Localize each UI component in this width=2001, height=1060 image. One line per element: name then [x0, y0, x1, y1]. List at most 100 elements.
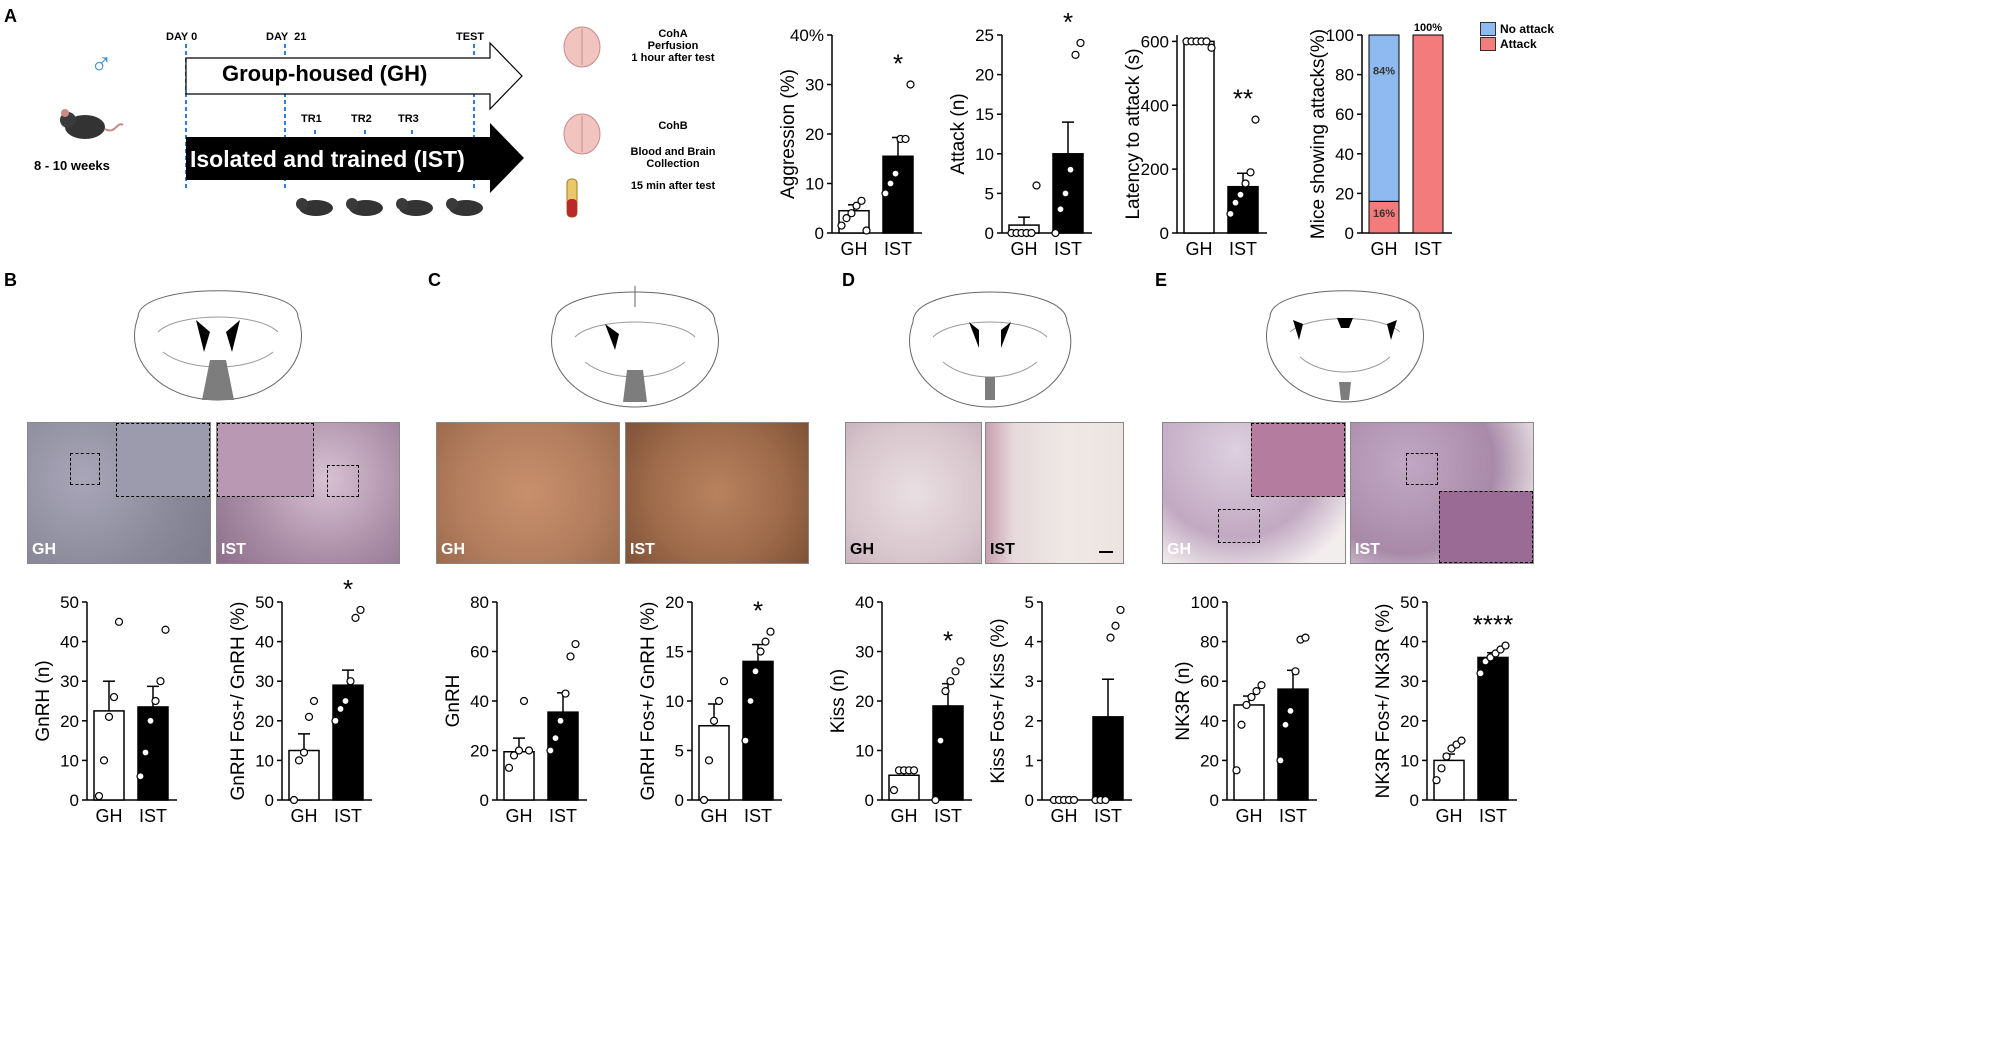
- y-tick-label: 5: [1025, 593, 1034, 612]
- y-tick-label: 80: [470, 593, 489, 612]
- bar-data-label: 100%: [1414, 22, 1442, 34]
- legend-item-attack: Attack: [1480, 37, 1554, 51]
- data-point: [514, 746, 524, 755]
- coha-text: CohA Perfusion 1 hour after test: [608, 28, 738, 64]
- significance-marker: **: [1233, 84, 1253, 114]
- bar-ist: [1477, 656, 1509, 801]
- x-tick-label: IST: [744, 806, 772, 826]
- data-point: [746, 696, 755, 706]
- cohb-line2: Collection: [646, 158, 700, 170]
- y-tick-label: 20: [975, 66, 994, 85]
- data-point: [1251, 115, 1260, 124]
- chart-d-kiss: Kiss (n) 0 10 20 30 40 GH IST *: [828, 593, 972, 826]
- data-point: [1437, 764, 1446, 773]
- data-point: [1247, 692, 1256, 702]
- x-tick-label: IST: [1479, 806, 1507, 826]
- data-point: [709, 716, 719, 725]
- brain-atlas-e: [1266, 290, 1424, 403]
- x-tick-label: GH: [1236, 806, 1263, 826]
- micrograph-b-gh: GH: [27, 422, 211, 564]
- y-tick-label: 200: [1141, 160, 1169, 179]
- panel-letter-a: A: [4, 6, 17, 26]
- y-tick-label: 20: [855, 692, 874, 711]
- data-point: [1116, 605, 1125, 615]
- y-tick-label: 100: [1326, 26, 1354, 45]
- data-point: [571, 639, 580, 649]
- data-point: [1231, 198, 1240, 207]
- data-point: [931, 795, 940, 805]
- y-tick-label: 40: [1400, 633, 1419, 652]
- y-tick-label: 0: [985, 224, 994, 243]
- y-tick-label: 0: [480, 791, 489, 810]
- y-tick-label: 50: [255, 593, 274, 612]
- inset-source-box: [327, 465, 359, 497]
- magnified-inset: [116, 423, 210, 497]
- data-point: [289, 795, 299, 805]
- data-point: [1501, 641, 1510, 650]
- y-tick-label: 50: [1400, 593, 1419, 612]
- y-tick-label: 20: [1335, 184, 1354, 203]
- chart-b-gnrh: GnRH (n) 0 10 20 30 40 50 GH IST: [33, 593, 177, 826]
- data-point: [1066, 165, 1075, 174]
- timeline-diagram: [185, 41, 524, 193]
- y-tick-label: 20: [60, 712, 79, 731]
- micrograph-c-gh: GH: [436, 422, 620, 564]
- chart-attack: Attack (n) 0 5 10 15 20 25 GH IST *: [948, 7, 1092, 259]
- coha-title: CohA: [658, 28, 688, 40]
- significance-marker: *: [1063, 7, 1073, 37]
- data-point: [946, 677, 955, 686]
- data-point: [331, 716, 340, 725]
- coha-line2: 1 hour after test: [631, 52, 715, 64]
- y-tick-label: 25: [975, 26, 994, 45]
- data-point: [1286, 706, 1295, 715]
- data-point: [1056, 205, 1065, 214]
- inset-source-box: [1218, 509, 1260, 543]
- significance-marker: *: [753, 596, 763, 626]
- data-point: [151, 696, 160, 706]
- chart-aggression: Aggression (%) 0 10 20 30 40% GH IST *: [778, 26, 922, 259]
- legend-label-no-attack: No attack: [1500, 22, 1555, 36]
- micrograph-label: IST: [630, 541, 655, 558]
- y-tick-label: 30: [805, 76, 824, 95]
- data-point: [889, 786, 899, 795]
- y-axis-label: GnRH Fos+/ GnRH (%): [638, 601, 659, 800]
- ist-arrow-label: Isolated and trained (IST): [190, 146, 465, 172]
- y-tick-label: 80: [1200, 633, 1219, 652]
- y-tick-label: 40: [1200, 712, 1219, 731]
- legend-label-attack: Attack: [1500, 37, 1537, 51]
- data-point: [304, 712, 314, 721]
- data-point: [1276, 756, 1285, 765]
- data-point: [1432, 776, 1441, 785]
- y-tick-label: 10: [855, 742, 874, 761]
- bar-data-label: 84%: [1373, 66, 1395, 78]
- x-tick-label: GH: [96, 806, 123, 826]
- inset-source-box: [70, 453, 100, 485]
- data-point: [161, 625, 170, 634]
- x-tick-label: IST: [1229, 239, 1257, 259]
- data-point: [857, 196, 866, 205]
- scale-bar: [1099, 551, 1113, 553]
- y-tick-label: 0: [1410, 791, 1419, 810]
- bar-gh: [93, 710, 125, 801]
- data-point: [1226, 209, 1235, 218]
- data-point: [351, 613, 360, 622]
- y-tick-label: 10: [975, 145, 994, 164]
- y-tick-label: 0: [265, 791, 274, 810]
- brain-icon: [563, 26, 601, 68]
- data-point: [756, 647, 765, 656]
- y-tick-label: 0: [1160, 224, 1169, 243]
- data-point: [519, 696, 529, 706]
- micrograph-e-gh: GH: [1162, 422, 1346, 564]
- data-point: [146, 716, 155, 725]
- data-point: [761, 637, 770, 646]
- brain-atlas-d: [909, 291, 1072, 408]
- significance-marker: *: [343, 574, 353, 604]
- y-axis-label: GnRH (n): [33, 660, 54, 741]
- data-point: [1207, 43, 1216, 52]
- data-point: [566, 652, 575, 661]
- panel-letter-d: D: [842, 270, 855, 290]
- data-point: [719, 677, 729, 686]
- bar-data-label: 16%: [1373, 208, 1395, 220]
- micrograph-d-ist: IST: [985, 422, 1124, 564]
- chart-latency: Latency to attack (s) 0 200 400 600 GH IST **: [1123, 32, 1267, 259]
